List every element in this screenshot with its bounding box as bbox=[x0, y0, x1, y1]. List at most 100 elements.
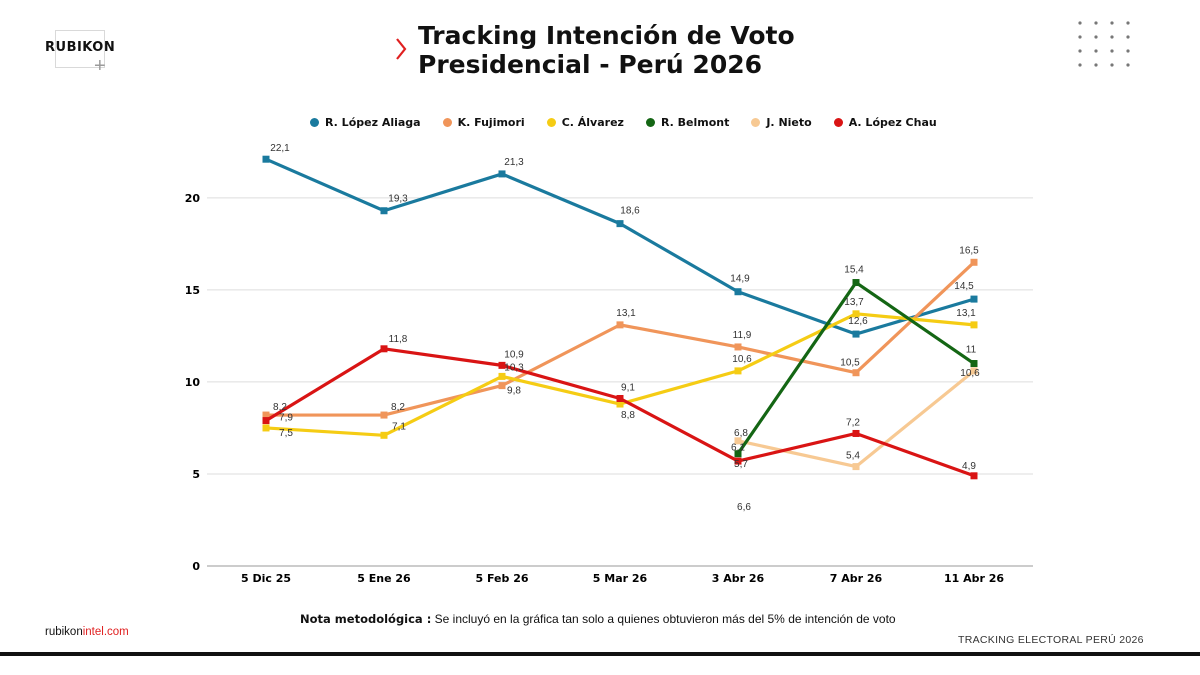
data-point bbox=[734, 437, 742, 445]
legend-item-belmont: R. Belmont bbox=[645, 116, 730, 129]
dot-grid-decoration bbox=[1078, 21, 1130, 67]
data-label: 16,5 bbox=[959, 245, 979, 256]
data-label: 5,4 bbox=[846, 451, 860, 462]
data-label: 7,2 bbox=[846, 417, 860, 428]
website-link[interactable]: rubikonintel.com bbox=[45, 626, 129, 638]
data-point bbox=[852, 369, 860, 377]
data-label: 8,2 bbox=[391, 402, 405, 413]
data-point bbox=[262, 411, 270, 419]
data-label: 7,5 bbox=[279, 428, 293, 439]
legend-item-lopez-aliaga: R. López Aliaga bbox=[310, 116, 421, 129]
plus-icon: + bbox=[94, 55, 106, 77]
data-point bbox=[970, 472, 978, 480]
page-title: Tracking Intención de Voto Presidencial … bbox=[418, 21, 795, 79]
legend-item-lopez-chau: A. López Chau bbox=[833, 116, 937, 129]
data-label: 5,7 bbox=[734, 459, 748, 470]
y-tick-label: 20 bbox=[185, 192, 201, 205]
data-point bbox=[380, 431, 388, 439]
chart-legend: R. López Aliaga K. Fujimori C. Álvarez R… bbox=[310, 116, 937, 129]
x-tick-label: 7 Abr 26 bbox=[830, 572, 883, 585]
data-point bbox=[616, 220, 624, 228]
legend-item-nieto: J. Nieto bbox=[751, 116, 812, 129]
data-point bbox=[734, 457, 742, 465]
data-label: 15,4 bbox=[844, 265, 864, 276]
legend-label: R. Belmont bbox=[660, 116, 730, 129]
chevron-right-icon bbox=[396, 38, 407, 60]
data-point bbox=[262, 155, 270, 163]
data-label: 10,9 bbox=[504, 349, 524, 360]
legend-label: K. Fujimori bbox=[457, 116, 525, 129]
legend-label: C. Álvarez bbox=[561, 116, 624, 129]
data-point bbox=[970, 367, 978, 375]
data-point bbox=[734, 367, 742, 375]
data-point bbox=[852, 330, 860, 338]
website-prefix: rubikon bbox=[45, 626, 83, 638]
data-label: 14,9 bbox=[730, 274, 750, 285]
data-point bbox=[852, 429, 860, 437]
data-label: 18,6 bbox=[620, 206, 640, 217]
x-tick-label: 5 Ene 26 bbox=[357, 572, 411, 585]
data-point bbox=[498, 372, 506, 380]
data-point bbox=[734, 343, 742, 351]
legend-item-fujimori: K. Fujimori bbox=[442, 116, 525, 129]
legend-swatch bbox=[751, 118, 761, 127]
logo-frame bbox=[55, 30, 105, 68]
title-line-1: Tracking Intención de Voto bbox=[418, 21, 795, 50]
x-tick-label: 5 Dic 25 bbox=[241, 572, 291, 585]
y-tick-label: 10 bbox=[185, 376, 201, 389]
data-label: 8,8 bbox=[621, 410, 635, 421]
data-point bbox=[616, 400, 624, 408]
data-label: 22,1 bbox=[270, 143, 290, 154]
x-tick-label: 5 Feb 26 bbox=[475, 572, 528, 585]
data-label: 6,6 bbox=[737, 502, 751, 513]
data-point bbox=[852, 279, 860, 287]
data-label: 6,8 bbox=[734, 428, 748, 439]
data-point bbox=[380, 207, 388, 215]
y-tick-label: 15 bbox=[185, 284, 200, 297]
methodology-note: Nota metodológica : Se incluyó en la grá… bbox=[300, 612, 896, 626]
data-label: 8,2 bbox=[273, 402, 287, 413]
data-label: 14,5 bbox=[954, 281, 974, 292]
data-label: 13,1 bbox=[616, 308, 636, 319]
data-point bbox=[616, 394, 624, 402]
data-label: 10,6 bbox=[732, 354, 752, 365]
data-label: 9,1 bbox=[621, 382, 635, 393]
y-tick-label: 0 bbox=[192, 560, 200, 573]
data-point bbox=[380, 345, 388, 353]
legend-label: J. Nieto bbox=[766, 116, 812, 129]
data-label: 9,8 bbox=[507, 386, 521, 397]
series-line bbox=[266, 261, 976, 417]
x-tick-label: 11 Abr 26 bbox=[944, 572, 1004, 585]
data-point bbox=[498, 170, 506, 178]
data-point bbox=[734, 450, 742, 458]
data-label: 12,6 bbox=[848, 316, 868, 327]
data-label: 7,9 bbox=[279, 413, 293, 424]
legend-label: A. López Chau bbox=[848, 116, 937, 129]
data-label: 6,1 bbox=[731, 443, 745, 454]
x-tick-label: 5 Mar 26 bbox=[593, 572, 648, 585]
data-point bbox=[498, 361, 506, 369]
legend-item-alvarez: C. Álvarez bbox=[546, 116, 624, 129]
data-point bbox=[970, 295, 978, 303]
legend-swatch bbox=[442, 118, 452, 127]
data-point bbox=[970, 258, 978, 266]
data-point bbox=[616, 321, 624, 329]
data-label: 11 bbox=[966, 345, 977, 356]
data-label: 10,3 bbox=[504, 362, 524, 373]
data-point bbox=[498, 382, 506, 390]
data-point bbox=[852, 310, 860, 318]
note-text: Se incluyó en la gráfica tan solo a quie… bbox=[434, 612, 896, 626]
title-line-2: Presidencial - Perú 2026 bbox=[418, 50, 763, 79]
data-label: 13,7 bbox=[844, 297, 864, 308]
legend-label: R. López Aliaga bbox=[325, 116, 421, 129]
data-point bbox=[970, 360, 978, 368]
data-point bbox=[734, 288, 742, 296]
legend-swatch bbox=[546, 118, 556, 127]
data-label: 10,6 bbox=[960, 368, 980, 379]
legend-swatch bbox=[645, 118, 655, 127]
data-label: 7,1 bbox=[392, 421, 406, 432]
data-label: 4,9 bbox=[962, 461, 976, 472]
data-label: 11,8 bbox=[389, 334, 408, 345]
data-point bbox=[262, 417, 270, 425]
